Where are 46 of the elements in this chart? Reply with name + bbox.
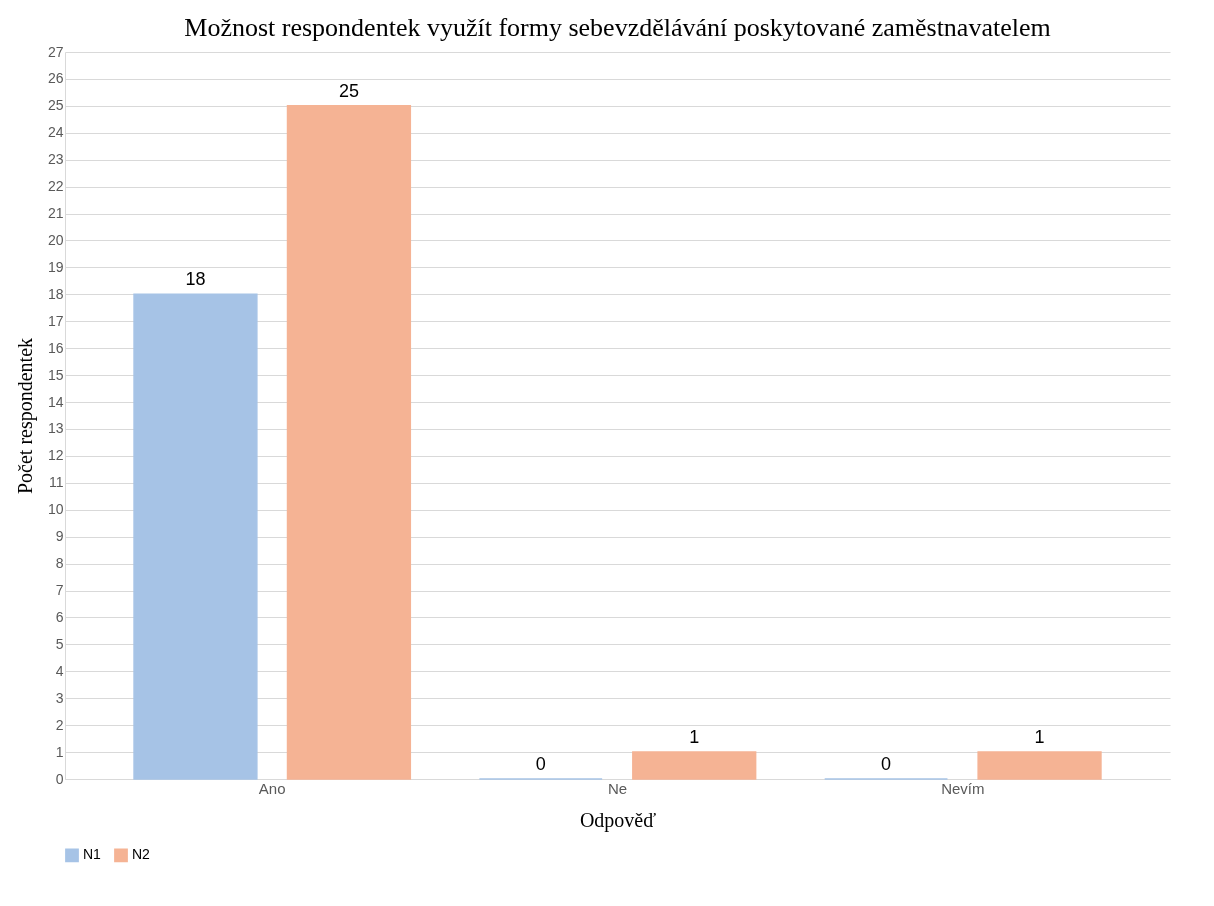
y-tick-label: 8 bbox=[55, 555, 64, 572]
y-tick-label: 27 bbox=[47, 43, 64, 60]
y-tick-label: 24 bbox=[47, 124, 64, 141]
y-tick-label: 21 bbox=[47, 205, 64, 222]
x-tick-label: Ne bbox=[607, 779, 628, 797]
y-tick-label: 7 bbox=[55, 582, 64, 599]
y-tick-label: 22 bbox=[47, 178, 64, 195]
data-label: 25 bbox=[338, 80, 359, 101]
y-tick-label: 2 bbox=[55, 716, 64, 733]
y-tick-label: 25 bbox=[47, 97, 64, 114]
bar bbox=[977, 751, 1102, 780]
y-tick-label: 0 bbox=[55, 770, 64, 787]
y-tick-label: 4 bbox=[55, 662, 64, 679]
y-tick-label: 11 bbox=[48, 474, 64, 491]
y-tick-label: 23 bbox=[47, 151, 64, 168]
x-axis-title: Odpověď bbox=[579, 808, 657, 832]
y-tick-label: 18 bbox=[47, 285, 64, 302]
y-tick-label: 1 bbox=[55, 743, 64, 760]
bar bbox=[632, 751, 757, 780]
x-tick-label: Ano bbox=[258, 779, 286, 797]
y-tick-label: 3 bbox=[55, 689, 64, 706]
y-tick-label: 12 bbox=[47, 447, 64, 464]
data-label: 1 bbox=[1034, 727, 1045, 748]
y-tick-label: 14 bbox=[47, 393, 64, 410]
bar bbox=[286, 105, 412, 780]
data-label: 0 bbox=[881, 754, 892, 774]
data-label: 18 bbox=[185, 269, 206, 290]
bar bbox=[133, 293, 258, 780]
y-tick-label: 15 bbox=[47, 366, 64, 383]
y-tick-label: 20 bbox=[47, 231, 64, 248]
y-tick-label: 9 bbox=[55, 528, 64, 545]
legend-label: N2 bbox=[132, 846, 151, 863]
data-label: 0 bbox=[535, 754, 546, 774]
y-tick-label: 26 bbox=[47, 70, 64, 87]
y-axis-title: Počet respondentek bbox=[13, 337, 37, 495]
y-tick-label: 16 bbox=[47, 339, 64, 356]
y-tick-label: 17 bbox=[47, 312, 64, 329]
y-tick-label: 19 bbox=[47, 258, 64, 275]
y-tick-label: 13 bbox=[47, 420, 64, 437]
x-tick-label: Nevím bbox=[941, 779, 985, 797]
y-tick-label: 10 bbox=[47, 501, 64, 518]
y-tick-label: 6 bbox=[55, 608, 64, 625]
legend-label: N1 bbox=[83, 846, 102, 863]
data-label: 1 bbox=[689, 727, 700, 748]
y-tick-label: 5 bbox=[55, 635, 64, 652]
chart-title: Možnost respondentek využít formy sebevzdělávání poskytované zaměstnavatelem bbox=[184, 13, 1051, 42]
